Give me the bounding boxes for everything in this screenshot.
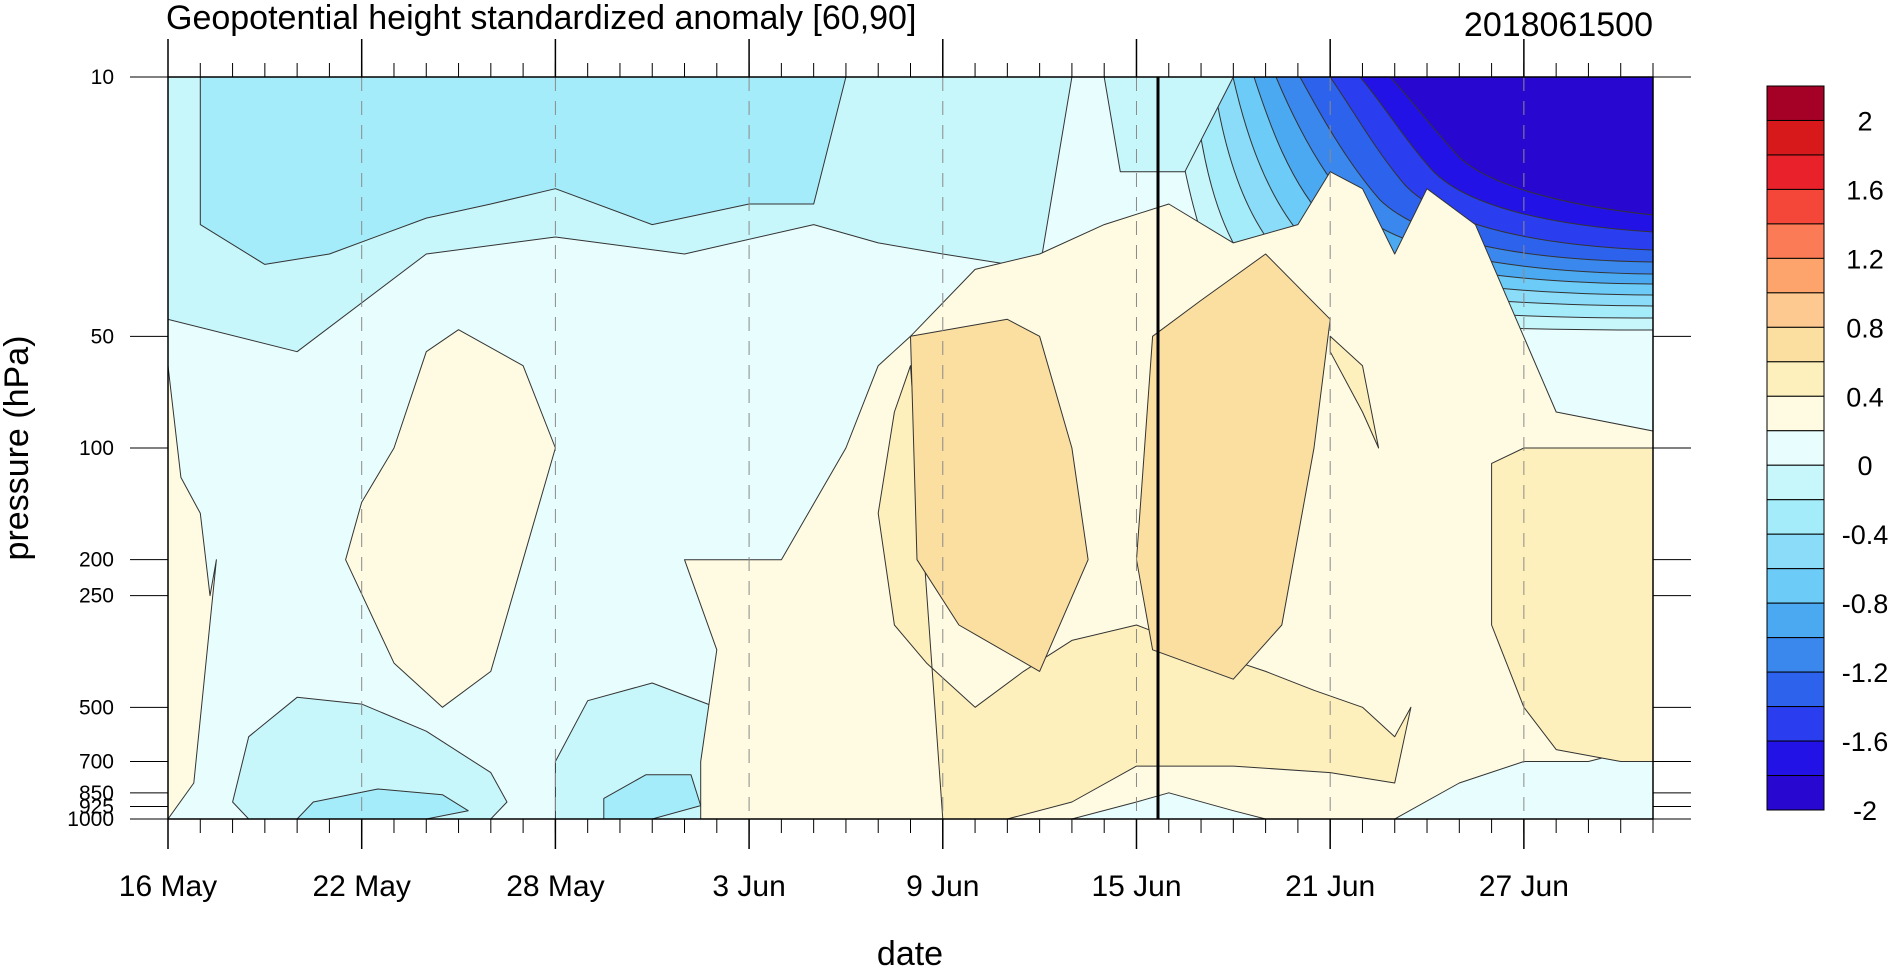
y-tick-label: 50	[91, 325, 114, 348]
contour-region-8	[345, 329, 556, 708]
y-tick-label: 700	[79, 751, 114, 774]
colorbar-swatch	[1766, 292, 1825, 328]
colorbar-swatch	[1766, 188, 1825, 225]
x-axis-label: date	[877, 935, 943, 969]
colorbar-swatch	[1766, 154, 1825, 190]
colorbar-swatch	[1766, 671, 1825, 708]
colorbar-swatch	[1766, 499, 1825, 535]
contour-region-1	[199, 77, 847, 265]
x-tick-label: 21 Jun	[1285, 870, 1375, 903]
x-tick-label: 16 May	[119, 870, 217, 903]
contour-region-14	[1491, 447, 1653, 762]
x-tick-label: 3 Jun	[712, 870, 785, 903]
chart-title: Geopotential height standardized anomaly…	[166, 0, 916, 37]
colorbar-swatch	[1766, 775, 1825, 811]
colorbar-swatch	[1766, 637, 1825, 673]
y-tick-label: 500	[79, 696, 114, 719]
colorbar-swatch	[1766, 326, 1825, 363]
colorbar-swatch	[1766, 119, 1825, 156]
y-tick-label: 200	[79, 549, 114, 572]
plot-area	[167, 76, 1654, 820]
contour-region-6	[1103, 77, 1234, 173]
colorbar-label: 1.6	[1846, 175, 1884, 205]
colorbar-label: -0.4	[1842, 520, 1889, 550]
colorbar-swatch	[1766, 602, 1825, 639]
x-axis: 16 May 22 May 28 May 3 Jun 9 Jun 15 Jun 21 Jun…	[119, 39, 1654, 903]
colorbar-label: 1.2	[1846, 244, 1884, 274]
contour-region-3	[296, 788, 469, 819]
y-tick-label: 850	[79, 782, 114, 805]
colorbar-swatch	[1766, 740, 1825, 777]
colorbar-label: 0.4	[1846, 382, 1884, 412]
colorbar-label: 0.8	[1846, 313, 1884, 343]
colorbar-swatch	[1766, 533, 1825, 570]
contour-region-7	[168, 365, 217, 819]
colorbar-swatch	[1766, 706, 1825, 742]
y-tick-label: 925	[79, 795, 114, 818]
y-tick-label: 250	[79, 585, 114, 608]
contour-region-5	[603, 774, 702, 819]
contour-region-12	[1136, 253, 1331, 680]
contour-region-11	[910, 318, 1089, 672]
colorbar-swatch	[1766, 568, 1825, 604]
x-tick-label: 27 Jun	[1479, 870, 1569, 903]
colorbar-swatch	[1766, 430, 1825, 466]
y-tick-label: 100	[79, 437, 114, 460]
contour-regions	[168, 77, 1653, 819]
colorbar-label: -0.8	[1842, 589, 1889, 619]
colorbar-swatch	[1766, 257, 1825, 294]
x-tick-label: 28 May	[506, 870, 604, 903]
colorbar-label: 2	[1857, 106, 1872, 136]
date-grid	[361, 77, 1525, 819]
colorbar-swatch	[1766, 395, 1825, 432]
colorbar-label: -1.6	[1842, 727, 1889, 757]
colorbar-swatch	[1766, 85, 1825, 121]
colorbar-label: -1.2	[1842, 658, 1889, 688]
y-axis-label: pressure (hPa)	[0, 336, 36, 561]
colorbar: 2 1.6 1.2 0.8 0.4 0 -0.4 -0.8 -1.2 -1.6 -2	[1766, 85, 1889, 826]
chart-subtitle: 2018061500	[1464, 6, 1653, 44]
colorbar-label: -2	[1853, 796, 1877, 826]
colorbar-label: 0	[1857, 451, 1872, 481]
band-neg-2c	[1389, 77, 1653, 216]
x-tick-label: 9 Jun	[906, 870, 979, 903]
colorbar-swatch	[1766, 223, 1825, 259]
y-tick-label: 10	[91, 66, 114, 89]
contour-region-2	[232, 696, 508, 819]
colorbar-swatch	[1766, 464, 1825, 501]
contour-region-10	[877, 365, 1412, 819]
x-tick-label: 22 May	[313, 870, 411, 903]
y-tick-label: 1000	[67, 808, 114, 831]
x-tick-label: 15 Jun	[1091, 870, 1181, 903]
colorbar-swatch	[1766, 361, 1825, 397]
